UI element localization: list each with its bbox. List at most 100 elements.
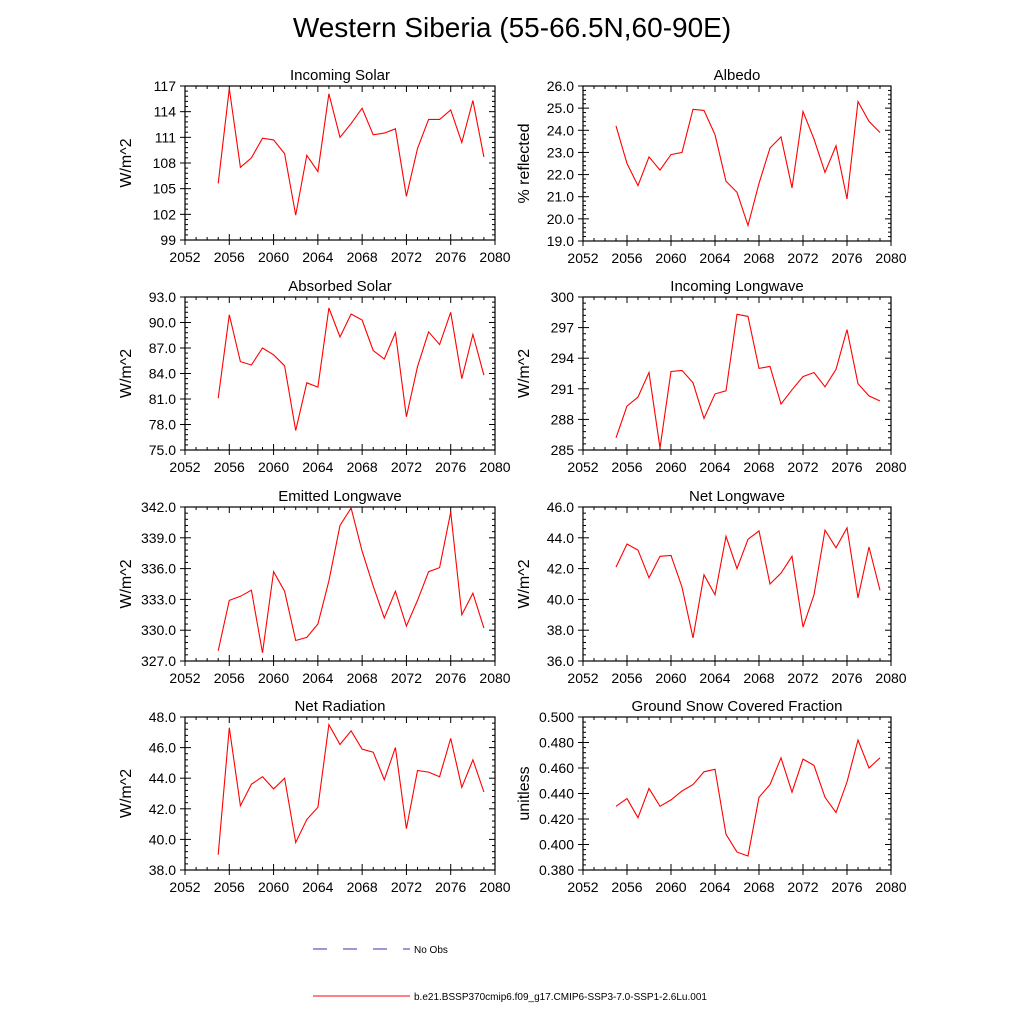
y-tick-label: 84.0 [149,366,176,382]
y-axis-label: W/m^2 [118,769,135,818]
x-tick-label: 2056 [611,459,642,475]
x-tick-label: 2068 [347,459,378,475]
x-tick-label: 2080 [875,879,906,895]
x-tick-label: 2068 [347,670,378,686]
y-tick-label: 46.0 [149,740,176,756]
y-tick-label: 24.0 [547,122,574,138]
y-tick-label: 0.480 [539,735,574,751]
x-tick-label: 2060 [655,459,686,475]
x-tick-label: 2064 [699,879,730,895]
series-line-incoming-solar [217,88,485,216]
x-tick-label: 2060 [258,670,289,686]
y-tick-label: 42.0 [149,801,176,817]
panel-ground-snow-covered-fraction: Ground Snow Covered Fraction unitless 2052… [516,698,907,895]
legend: No Obs b.e21.BSSP370cmip6.f09_g17.CMIP6-S… [313,945,707,1003]
panel-title: Emitted Longwave [278,488,401,505]
y-tick-label: 330.0 [141,622,176,638]
plot-frame [184,85,496,241]
x-tick-label: 2072 [787,879,818,895]
x-tick-label: 2064 [699,459,730,475]
x-tick-label: 2072 [391,670,422,686]
y-axis-label: % reflected [516,123,533,203]
x-tick-label: 2064 [302,459,333,475]
panel-albedo: Albedo % reflected 2052 2056 2060 2064 2068 207… [516,67,907,266]
x-tick-label: 2056 [214,249,245,265]
x-tick-label: 2052 [169,459,200,475]
panel-title: Absorbed Solar [288,278,391,295]
x-tick-label: 2060 [655,670,686,686]
y-tick-label: 90.0 [149,315,176,331]
y-tick-label: 20.0 [547,211,574,227]
plot-frame [582,296,892,451]
panel-title: Albedo [714,67,761,84]
x-tick-label: 2076 [435,670,466,686]
x-tick-label: 2056 [611,250,642,266]
y-tick-label: 23.0 [547,144,574,160]
series-line-albedo [615,99,881,228]
x-tick-label: 2080 [479,459,510,475]
legend-model-label: b.e21.BSSP370cmip6.f09_g17.CMIP6-SSP3-7.… [414,992,707,1003]
y-tick-label: 117 [154,78,177,94]
y-tick-label: 40.0 [547,591,574,607]
y-axis-label: unitless [516,766,533,820]
y-tick-label: 102 [153,206,177,222]
y-tick-label: 38.0 [547,622,574,638]
y-tick-label: 336.0 [141,561,176,577]
panel-title: Ground Snow Covered Fraction [632,698,843,715]
y-tick-label: 108 [153,155,177,171]
y-axis-label: W/m^2 [118,559,135,608]
y-tick-label: 26.0 [547,78,574,94]
x-tick-label: 2068 [347,249,378,265]
x-tick-label: 2068 [347,879,378,895]
x-tick-label: 2052 [169,249,200,265]
x-tick-label: 2076 [435,249,466,265]
x-tick-label: 2064 [302,879,333,895]
x-tick-label: 2072 [391,249,422,265]
series-line-ground-snow-covered-fraction [615,738,881,857]
x-tick-label: 2080 [479,670,510,686]
x-tick-label: 2052 [169,670,200,686]
y-tick-label: 285 [551,442,575,458]
x-tick-label: 2072 [391,459,422,475]
y-axis-label: W/m^2 [516,559,533,608]
panel-incoming-longwave: Incoming Longwave W/m^2 2052 2056 2060 2064 20… [516,278,907,475]
y-tick-label: 0.380 [539,862,574,878]
series-line-absorbed-solar [217,307,485,431]
x-tick-label: 2064 [699,250,730,266]
y-tick-label: 44.0 [547,530,574,546]
x-tick-label: 2052 [567,879,598,895]
series-line-emitted-longwave [217,506,485,653]
y-tick-label: 21.0 [547,189,574,205]
y-tick-label: 0.400 [539,837,574,853]
y-tick-label: 0.440 [539,786,574,802]
x-tick-label: 2076 [435,879,466,895]
plot-frame [184,506,496,662]
y-tick-label: 38.0 [149,862,176,878]
y-axis-label: W/m^2 [118,138,135,187]
y-tick-label: 327.0 [141,653,176,669]
y-tick-label: 342.0 [141,499,176,515]
x-tick-label: 2060 [655,879,686,895]
x-tick-label: 2076 [831,879,862,895]
x-tick-label: 2060 [655,250,686,266]
y-tick-label: 333.0 [141,591,176,607]
x-tick-label: 2064 [302,670,333,686]
plot-frame [582,716,892,871]
x-tick-label: 2076 [831,459,862,475]
panel-absorbed-solar: Absorbed Solar W/m^2 2052 2056 2060 2064 2068 2… [118,278,511,475]
x-tick-label: 2080 [479,249,510,265]
y-tick-label: 0.460 [539,760,574,776]
y-tick-label: 42.0 [547,561,574,577]
x-tick-label: 2072 [787,670,818,686]
x-tick-label: 2072 [787,459,818,475]
series-line-net-radiation [217,722,485,855]
panel-incoming-solar: Incoming Solar W/m^2 2052 2056 2060 2064 2068 2… [118,67,511,265]
y-tick-label: 288 [551,411,575,427]
y-tick-label: 78.0 [149,417,176,433]
x-tick-label: 2068 [743,250,774,266]
panel-net-radiation: Net Radiation W/m^2 2052 2056 2060 2064 2068 20… [118,698,511,895]
y-tick-label: 22.0 [547,167,574,183]
x-tick-label: 2056 [611,670,642,686]
panel-title: Net Longwave [689,488,785,505]
